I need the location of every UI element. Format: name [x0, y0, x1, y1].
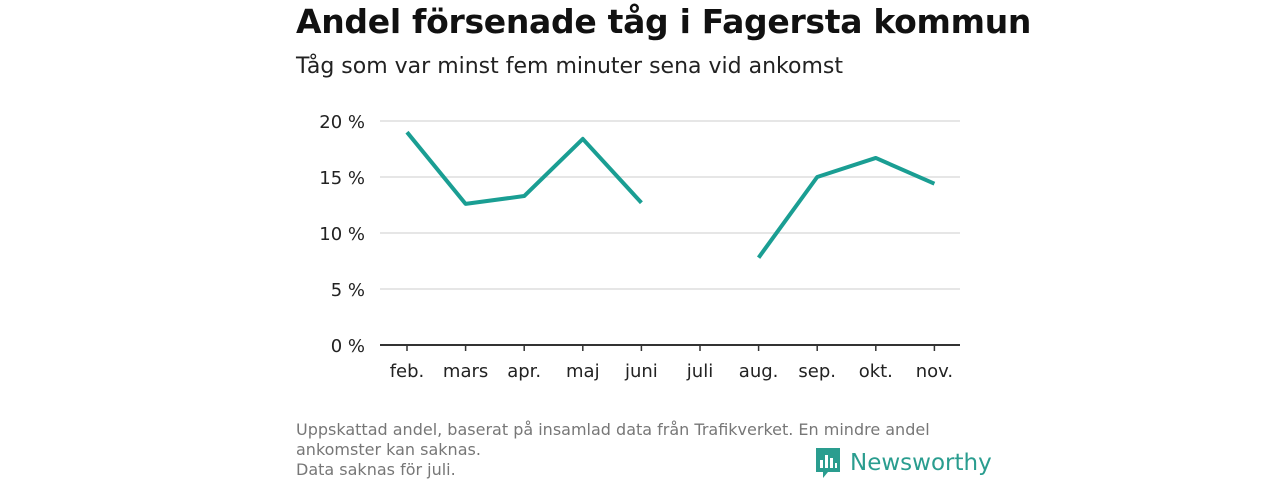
series-line-segment: [405, 130, 643, 206]
chart-title: Andel försenade tåg i Fagersta kommun: [296, 2, 1032, 41]
series-line-segment: [756, 155, 936, 259]
x-tick-label: aug.: [739, 361, 779, 382]
chart-subtitle: Tåg som var minst fem minuter sena vid a…: [296, 54, 843, 79]
y-tick-label: 20 %: [319, 112, 365, 133]
x-tick-label: okt.: [859, 361, 893, 382]
footnote-line-3: Data saknas för juli.: [296, 460, 456, 479]
y-tick-label: 5 %: [331, 280, 365, 301]
footnote-line-2: ankomster kan saknas.: [296, 440, 481, 459]
x-tick-label: juni: [624, 361, 658, 382]
newsworthy-logo-icon: [816, 448, 840, 478]
y-tick-label: 0 %: [331, 336, 365, 357]
brand-name: Newsworthy: [850, 450, 992, 476]
x-tick-label: nov.: [916, 361, 953, 382]
brand-logo: Newsworthy: [814, 446, 992, 480]
y-tick-label: 10 %: [319, 224, 365, 245]
x-tick-label: juli: [686, 361, 713, 382]
x-tick-label: sep.: [798, 361, 836, 382]
chart-footnote: Uppskattad andel, baserat på insamlad da…: [296, 420, 996, 480]
x-tick-label: apr.: [507, 361, 541, 382]
footnote-line-1: Uppskattad andel, baserat på insamlad da…: [296, 420, 930, 439]
x-tick-label: maj: [566, 361, 600, 382]
y-tick-label: 15 %: [319, 168, 365, 189]
x-tick-label: feb.: [390, 361, 425, 382]
x-tick-label: mars: [443, 361, 488, 382]
